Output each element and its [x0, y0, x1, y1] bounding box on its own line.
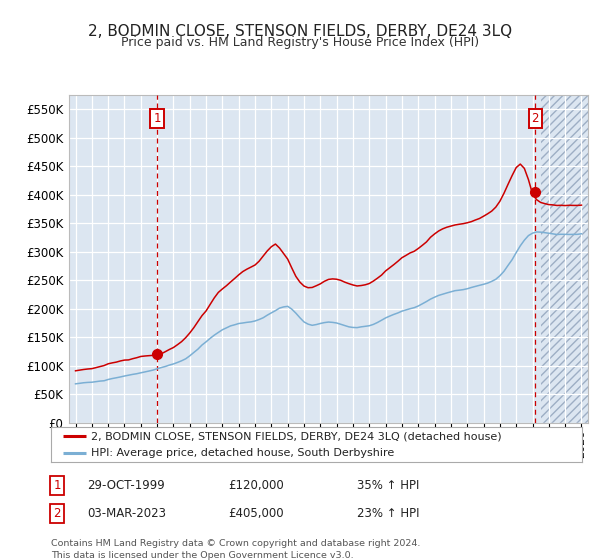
Text: 03-MAR-2023: 03-MAR-2023	[87, 507, 166, 520]
Text: 35% ↑ HPI: 35% ↑ HPI	[357, 479, 419, 492]
Text: 1: 1	[154, 111, 161, 125]
Text: Price paid vs. HM Land Registry's House Price Index (HPI): Price paid vs. HM Land Registry's House …	[121, 36, 479, 49]
Text: HPI: Average price, detached house, South Derbyshire: HPI: Average price, detached house, Sout…	[91, 448, 394, 458]
Text: 2: 2	[53, 507, 61, 520]
Text: Contains HM Land Registry data © Crown copyright and database right 2024.
This d: Contains HM Land Registry data © Crown c…	[51, 539, 421, 560]
Text: 1: 1	[53, 479, 61, 492]
Text: £405,000: £405,000	[228, 507, 284, 520]
Text: 29-OCT-1999: 29-OCT-1999	[87, 479, 165, 492]
Text: 2, BODMIN CLOSE, STENSON FIELDS, DERBY, DE24 3LQ (detached house): 2, BODMIN CLOSE, STENSON FIELDS, DERBY, …	[91, 431, 502, 441]
Text: £120,000: £120,000	[228, 479, 284, 492]
Text: 23% ↑ HPI: 23% ↑ HPI	[357, 507, 419, 520]
Bar	[541, 81, 590, 423]
Text: 2, BODMIN CLOSE, STENSON FIELDS, DERBY, DE24 3LQ: 2, BODMIN CLOSE, STENSON FIELDS, DERBY, …	[88, 24, 512, 39]
Text: 2: 2	[532, 111, 539, 125]
